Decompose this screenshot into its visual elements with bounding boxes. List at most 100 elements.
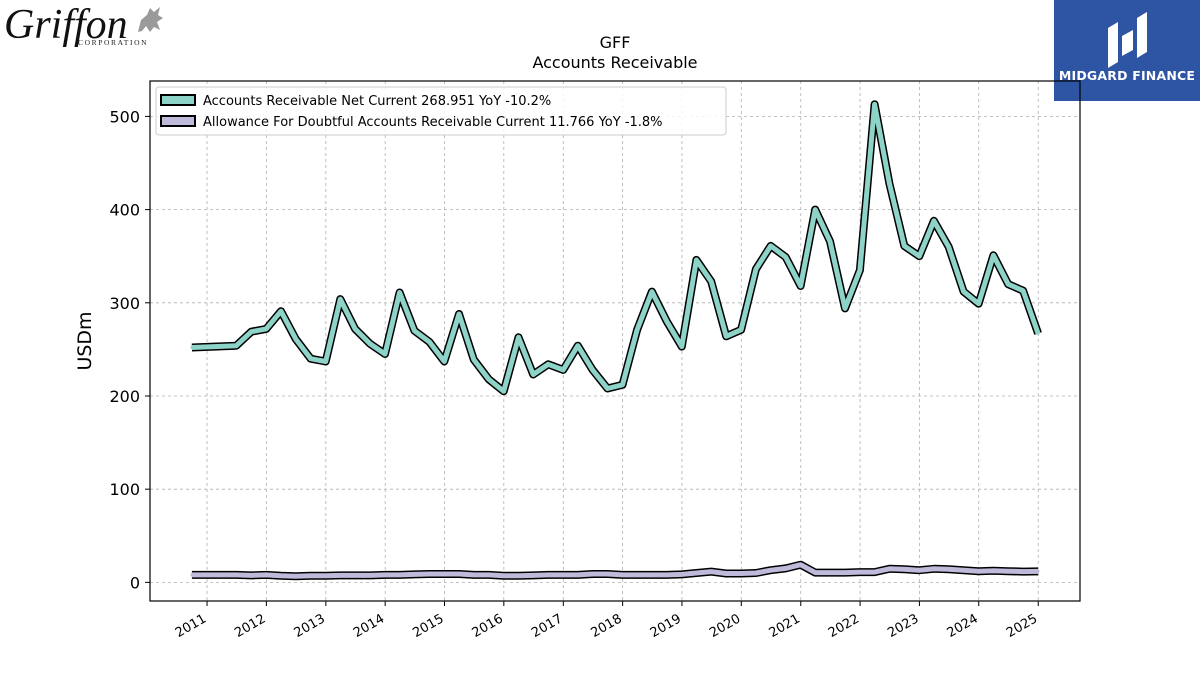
data-point-series-1 <box>457 312 461 316</box>
data-point-series-2 <box>442 572 446 576</box>
data-point-series-1 <box>279 309 283 313</box>
x-tick-label: 2016 <box>470 611 506 641</box>
data-point-series-1 <box>858 268 862 272</box>
data-point-series-2 <box>383 573 387 577</box>
data-point-series-1 <box>991 253 995 257</box>
data-point-series-1 <box>813 208 817 212</box>
data-point-series-2 <box>606 572 609 576</box>
data-point-series-2 <box>561 573 565 577</box>
legend-swatch-1 <box>160 94 196 106</box>
data-point-series-2 <box>264 573 268 577</box>
data-point-series-1 <box>843 306 847 310</box>
data-point-series-1 <box>309 357 313 361</box>
data-point-series-1 <box>487 377 491 381</box>
data-point-series-1 <box>294 337 298 341</box>
griffin-emblem-icon <box>138 7 163 32</box>
data-point-series-2 <box>739 572 743 575</box>
data-point-series-2 <box>754 571 758 575</box>
data-point-series-2 <box>650 573 654 577</box>
series-layer <box>190 100 1042 581</box>
gridlines <box>150 81 1080 601</box>
data-point-series-1 <box>472 358 476 362</box>
data-point-series-1 <box>754 267 758 271</box>
data-point-series-2 <box>517 574 520 578</box>
data-point-series-2 <box>591 572 595 576</box>
data-point-series-2 <box>813 571 817 575</box>
data-point-series-2 <box>427 572 431 576</box>
data-point-series-2 <box>249 573 253 577</box>
data-point-series-1 <box>338 297 342 301</box>
data-point-series-1 <box>427 340 431 344</box>
data-point-series-1 <box>887 182 891 185</box>
x-tick-label: 2012 <box>232 611 268 641</box>
data-point-series-1 <box>591 368 595 372</box>
x-tick-label: 2018 <box>588 611 624 641</box>
data-point-series-1 <box>709 279 713 283</box>
data-point-series-2 <box>472 573 476 577</box>
x-axis: 2011 2012 2013 2014 2015 2016 2017 2018 2019 2020… <box>173 601 1040 641</box>
data-point-series-2 <box>858 570 862 574</box>
data-point-series-1 <box>517 335 520 339</box>
data-point-series-1 <box>398 291 402 294</box>
data-point-series-1 <box>962 290 966 294</box>
series-line-1 <box>191 101 1041 394</box>
data-point-series-1 <box>665 319 669 323</box>
data-point-series-2 <box>279 574 283 578</box>
data-point-series-1 <box>1021 289 1025 293</box>
data-point-series-1 <box>932 219 936 223</box>
data-point-series-2 <box>338 573 342 577</box>
data-point-series-2 <box>962 568 966 572</box>
midgard-emblem-icon <box>1108 12 1147 68</box>
data-point-series-1 <box>947 245 951 249</box>
data-point-series-1 <box>650 290 654 294</box>
data-point-series-2 <box>709 570 713 574</box>
data-point-series-2 <box>828 571 832 575</box>
data-point-series-1 <box>799 284 803 288</box>
data-point-series-2 <box>977 569 981 573</box>
data-point-series-1 <box>694 258 698 262</box>
data-point-series-1 <box>977 302 981 306</box>
x-tick-label: 2017 <box>529 611 565 641</box>
x-tick-label: 2015 <box>410 611 446 641</box>
data-point-series-2 <box>324 574 328 578</box>
data-point-series-1 <box>680 345 684 349</box>
data-point-series-2 <box>502 574 506 578</box>
series-line-2 <box>191 562 1039 579</box>
data-point-series-1 <box>828 239 832 243</box>
data-point-series-2 <box>843 571 847 575</box>
data-point-series-2 <box>694 571 698 575</box>
data-point-series-2 <box>991 569 995 573</box>
data-point-series-2 <box>799 563 803 567</box>
data-point-series-2 <box>873 570 877 574</box>
y-tick-label: 100 <box>109 480 140 499</box>
data-point-series-2 <box>724 572 728 575</box>
data-point-series-2 <box>932 567 936 571</box>
y-tick-label: 300 <box>109 294 140 313</box>
data-point-series-1 <box>724 334 728 338</box>
data-point-series-1 <box>621 383 624 387</box>
data-point-series-1 <box>873 102 877 106</box>
x-tick-label: 2014 <box>351 611 387 641</box>
data-point-series-2 <box>635 573 639 577</box>
data-point-series-2 <box>1006 569 1010 573</box>
y-tick-label: 400 <box>109 201 140 220</box>
data-point-series-2 <box>784 566 788 570</box>
x-tick-label: 2019 <box>648 611 684 641</box>
data-point-series-1 <box>502 389 506 393</box>
legend-box <box>155 86 727 136</box>
data-point-series-2 <box>947 567 951 571</box>
data-point-series-1 <box>324 360 328 363</box>
data-point-series-2 <box>309 574 313 578</box>
data-point-series-1 <box>561 368 565 372</box>
x-tick-label: 2020 <box>707 611 743 641</box>
griffon-logo-subtitle: CORPORATION <box>78 38 148 47</box>
data-point-series-1 <box>902 244 906 248</box>
data-point-series-1 <box>576 344 580 348</box>
x-tick-label: 2025 <box>1004 611 1040 641</box>
legend-label-2: Allowance For Doubtful Accounts Receivab… <box>203 115 663 130</box>
data-point-series-2 <box>1021 570 1025 574</box>
midgard-finance-logo: MIDGARD FINANCE <box>1054 0 1200 101</box>
y-tick-label: 500 <box>109 107 140 126</box>
data-point-series-1 <box>353 327 357 331</box>
